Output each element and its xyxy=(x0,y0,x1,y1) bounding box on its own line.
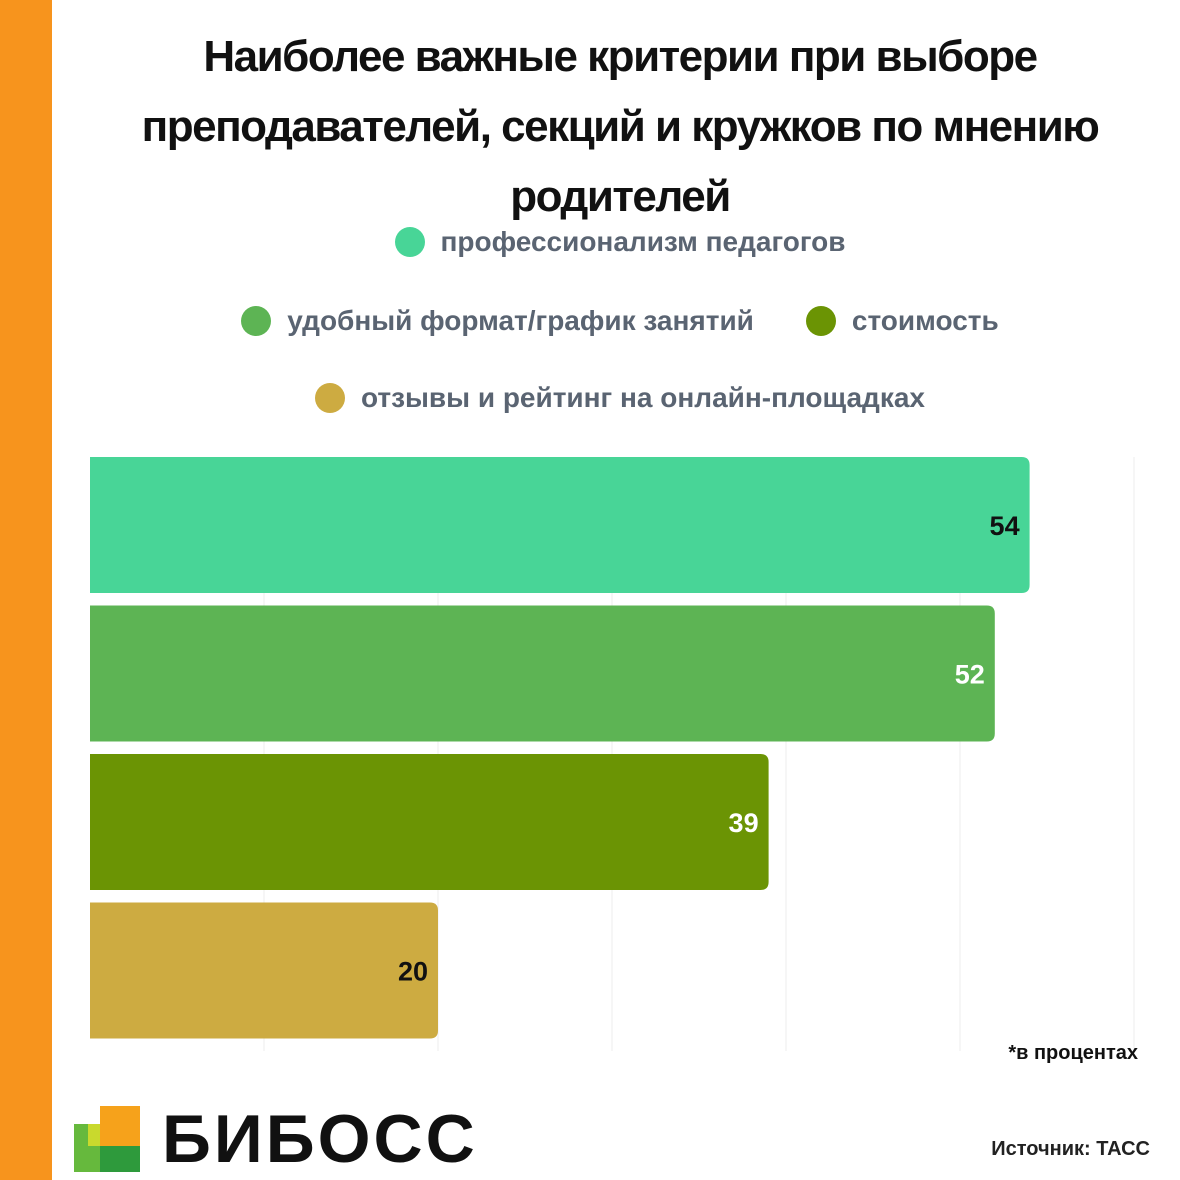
legend-label-cost: стоимость xyxy=(851,305,999,336)
bar-value-label-0: 54 xyxy=(990,511,1020,541)
colored-squares-logo-icon xyxy=(74,1106,140,1172)
logo-text: БИБОСС xyxy=(162,1101,478,1177)
bar-2 xyxy=(90,754,769,890)
legend-label-reviews: отзывы и рейтинг на онлайн-площадках xyxy=(360,382,925,413)
legend-row-3: отзывы и рейтинг на онлайн-площадках xyxy=(60,382,1180,414)
legend-dot-reviews xyxy=(314,383,345,413)
legend-label-professionalism: профессионализм педагогов xyxy=(440,226,846,257)
title-line-3: родителей xyxy=(510,172,731,221)
legend-item-reviews: отзывы и рейтинг на онлайн-площадках xyxy=(314,382,925,414)
legend-label-format: удобный формат/график занятий xyxy=(287,305,754,336)
bar-value-label-2: 39 xyxy=(729,808,759,838)
logo: БИБОСС xyxy=(74,1101,478,1177)
title-line-1: Наиболее важные критерии при выборе xyxy=(203,32,1038,81)
bar-value-label-1: 52 xyxy=(955,660,985,690)
legend-row-1: профессионализм педагогов xyxy=(60,226,1180,258)
bar-value-label-3: 20 xyxy=(398,957,428,987)
bar-3 xyxy=(90,902,438,1039)
units-note: *в процентах xyxy=(1008,1042,1138,1064)
bar-1 xyxy=(90,605,995,742)
legend-item-cost: стоимость xyxy=(805,305,999,337)
legend-row-2: удобный формат/график занятий стоимость xyxy=(60,305,1180,337)
legend-dot-format xyxy=(241,306,272,336)
title-line-2: преподавателей, секций и кружков по мнен… xyxy=(141,102,1100,151)
legend-dot-cost xyxy=(805,306,836,336)
legend-dot-professionalism xyxy=(394,227,425,257)
source-text: Источник: ТАСС xyxy=(991,1138,1150,1160)
chart-title: Наиболее важные критерии при выборе преп… xyxy=(60,22,1180,232)
legend-item-format: удобный формат/график занятий xyxy=(241,305,754,337)
accent-stripe xyxy=(0,0,52,1180)
bar-0 xyxy=(90,457,1030,593)
legend-item-professionalism: профессионализм педагогов xyxy=(394,226,846,258)
